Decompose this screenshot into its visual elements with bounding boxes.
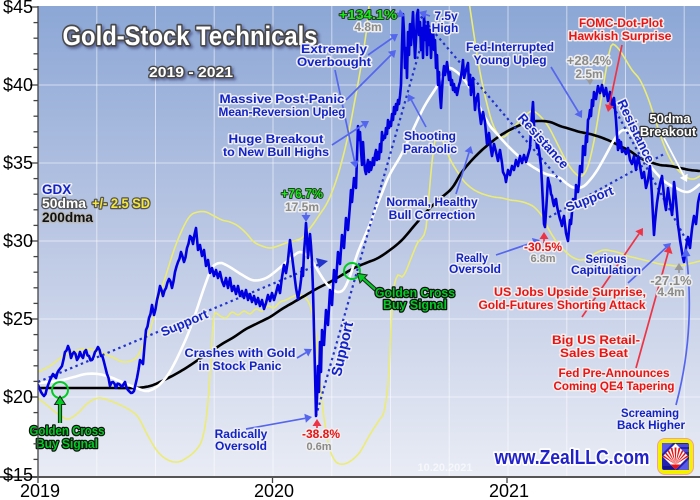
svg-text:Coming QE4 Tapering: Coming QE4 Tapering — [554, 379, 675, 393]
svg-text:Extremely: Extremely — [301, 42, 367, 56]
svg-text:www.ZealLLC.com: www.ZealLLC.com — [494, 447, 650, 469]
svg-text:$15: $15 — [3, 465, 33, 485]
svg-text:Breakout: Breakout — [640, 124, 697, 139]
svg-text:US Jobs Upside Surprise,: US Jobs Upside Surprise, — [494, 285, 646, 299]
svg-text:Serious: Serious — [586, 252, 627, 266]
svg-text:50dma: 50dma — [649, 111, 691, 126]
svg-text:Radically: Radically — [215, 427, 268, 441]
svg-text:Normal, Healthy: Normal, Healthy — [386, 195, 478, 209]
svg-text:2019: 2019 — [20, 481, 60, 500]
svg-text:4.8m: 4.8m — [354, 20, 381, 34]
svg-text:+/- 2.5 SD: +/- 2.5 SD — [92, 196, 150, 211]
svg-text:Young Upleg: Young Upleg — [473, 53, 546, 67]
svg-text:Big US Retail-: Big US Retail- — [552, 333, 640, 347]
svg-text:$20: $20 — [3, 387, 33, 407]
svg-text:2020: 2020 — [254, 481, 294, 500]
svg-text:Oversold: Oversold — [449, 262, 501, 276]
svg-text:Buy Signal: Buy Signal — [36, 436, 98, 451]
svg-text:10.20.2021: 10.20.2021 — [417, 462, 472, 474]
svg-text:Screaming: Screaming — [621, 406, 679, 420]
svg-text:Buy Signal: Buy Signal — [383, 297, 447, 312]
svg-text:Gold-Stock Technicals: Gold-Stock Technicals — [63, 21, 318, 51]
svg-text:+76.7%: +76.7% — [281, 186, 323, 201]
svg-text:Shooting: Shooting — [404, 129, 456, 143]
svg-text:FOMC-Dot-Plot: FOMC-Dot-Plot — [579, 16, 663, 30]
svg-text:6.8m: 6.8m — [530, 253, 555, 265]
svg-text:Massive Post-Panic: Massive Post-Panic — [220, 92, 345, 106]
svg-text:200dma: 200dma — [42, 210, 93, 225]
svg-text:Gold-Futures Shorting Attack: Gold-Futures Shorting Attack — [479, 298, 646, 312]
svg-text:$35: $35 — [3, 153, 33, 173]
svg-text:2019 - 2021: 2019 - 2021 — [149, 64, 233, 81]
svg-text:in Stock Panic: in Stock Panic — [199, 359, 282, 373]
svg-text:Bull Correction: Bull Correction — [389, 208, 476, 222]
svg-text:2.5m: 2.5m — [575, 67, 602, 81]
svg-text:+134.1%: +134.1% — [339, 7, 397, 22]
svg-text:2021: 2021 — [489, 481, 529, 500]
svg-text:Sales Beat: Sales Beat — [560, 346, 628, 360]
svg-text:High: High — [432, 21, 459, 35]
svg-text:$30: $30 — [3, 231, 33, 251]
svg-text:+28.4%: +28.4% — [567, 53, 612, 68]
svg-text:Golden Cross: Golden Cross — [30, 423, 105, 438]
svg-text:50dma: 50dma — [42, 196, 86, 211]
svg-text:Golden Cross: Golden Cross — [375, 285, 455, 300]
svg-text:Oversold: Oversold — [215, 439, 267, 453]
svg-text:Crashes with Gold: Crashes with Gold — [185, 346, 296, 360]
svg-text:Mean-Reversion Upleg: Mean-Reversion Upleg — [219, 105, 346, 119]
svg-text:Hawkish Surprise: Hawkish Surprise — [569, 29, 672, 43]
svg-text:-27.1%: -27.1% — [650, 273, 692, 288]
svg-text:Capitulation: Capitulation — [571, 263, 641, 277]
svg-text:-38.8%: -38.8% — [302, 427, 340, 441]
svg-text:Back Higher: Back Higher — [617, 418, 685, 432]
svg-text:$25: $25 — [3, 309, 33, 329]
svg-text:Really: Really — [456, 251, 488, 265]
svg-text:0.6m: 0.6m — [306, 441, 331, 453]
svg-text:4.4m: 4.4m — [657, 285, 684, 299]
svg-text:Fed Pre-Announces: Fed Pre-Announces — [559, 366, 670, 380]
svg-text:Fed-Interrupted: Fed-Interrupted — [466, 40, 554, 54]
svg-text:17.5m: 17.5m — [285, 200, 319, 214]
svg-text:7.5y: 7.5y — [434, 9, 458, 23]
svg-text:to New Bull Highs: to New Bull Highs — [223, 145, 329, 159]
svg-text:$40: $40 — [3, 75, 33, 95]
svg-text:Huge Breakout: Huge Breakout — [229, 132, 324, 146]
svg-text:GDX: GDX — [42, 182, 71, 197]
svg-text:$45: $45 — [3, 0, 33, 17]
svg-text:-30.5%: -30.5% — [524, 240, 562, 254]
svg-text:Overbought: Overbought — [297, 55, 371, 69]
svg-text:Parabolic: Parabolic — [403, 142, 457, 156]
